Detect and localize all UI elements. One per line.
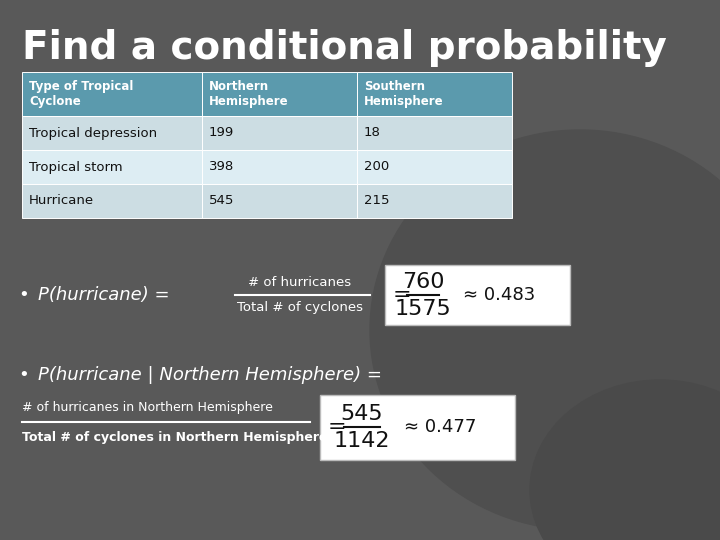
Text: Find a conditional probability: Find a conditional probability (22, 29, 667, 67)
FancyBboxPatch shape (357, 150, 512, 184)
FancyBboxPatch shape (357, 116, 512, 150)
Text: =: = (328, 417, 346, 437)
FancyBboxPatch shape (202, 72, 357, 116)
Text: 18: 18 (364, 126, 381, 139)
Text: Type of Tropical
Cyclone: Type of Tropical Cyclone (29, 80, 133, 108)
FancyBboxPatch shape (202, 116, 357, 150)
FancyBboxPatch shape (202, 150, 357, 184)
FancyBboxPatch shape (385, 265, 570, 325)
Text: Tropical depression: Tropical depression (29, 126, 157, 139)
Text: Total # of cyclones in Northern Hemisphere: Total # of cyclones in Northern Hemisphe… (22, 430, 328, 443)
Text: Hurricane: Hurricane (29, 194, 94, 207)
Text: •: • (18, 286, 29, 304)
Ellipse shape (530, 380, 720, 540)
Text: ≈ 0.483: ≈ 0.483 (463, 286, 535, 304)
FancyBboxPatch shape (22, 116, 202, 150)
Text: 545: 545 (341, 404, 383, 424)
Text: Southern
Hemisphere: Southern Hemisphere (364, 80, 444, 108)
Ellipse shape (370, 130, 720, 530)
Text: 1575: 1575 (395, 299, 451, 319)
Text: 200: 200 (364, 160, 390, 173)
FancyBboxPatch shape (22, 72, 202, 116)
FancyBboxPatch shape (320, 395, 515, 460)
FancyBboxPatch shape (22, 184, 202, 218)
Text: Total # of cyclones: Total # of cyclones (237, 301, 363, 314)
Text: 199: 199 (209, 126, 234, 139)
FancyBboxPatch shape (357, 184, 512, 218)
Text: =: = (393, 285, 412, 305)
Text: # of hurricanes in Northern Hemisphere: # of hurricanes in Northern Hemisphere (22, 401, 273, 414)
Text: 545: 545 (209, 194, 235, 207)
Text: Tropical storm: Tropical storm (29, 160, 122, 173)
Text: P(hurricane) =: P(hurricane) = (38, 286, 170, 304)
Text: •: • (18, 366, 29, 384)
Text: 760: 760 (402, 272, 444, 292)
FancyBboxPatch shape (22, 150, 202, 184)
FancyBboxPatch shape (357, 72, 512, 116)
FancyBboxPatch shape (202, 184, 357, 218)
Text: 398: 398 (209, 160, 234, 173)
Text: # of hurricanes: # of hurricanes (248, 275, 351, 288)
Text: P(hurricane | Northern Hemisphere) =: P(hurricane | Northern Hemisphere) = (38, 366, 382, 384)
Text: Northern
Hemisphere: Northern Hemisphere (209, 80, 289, 108)
Text: 1142: 1142 (334, 431, 390, 451)
Text: 215: 215 (364, 194, 390, 207)
Text: ≈ 0.477: ≈ 0.477 (404, 418, 477, 436)
